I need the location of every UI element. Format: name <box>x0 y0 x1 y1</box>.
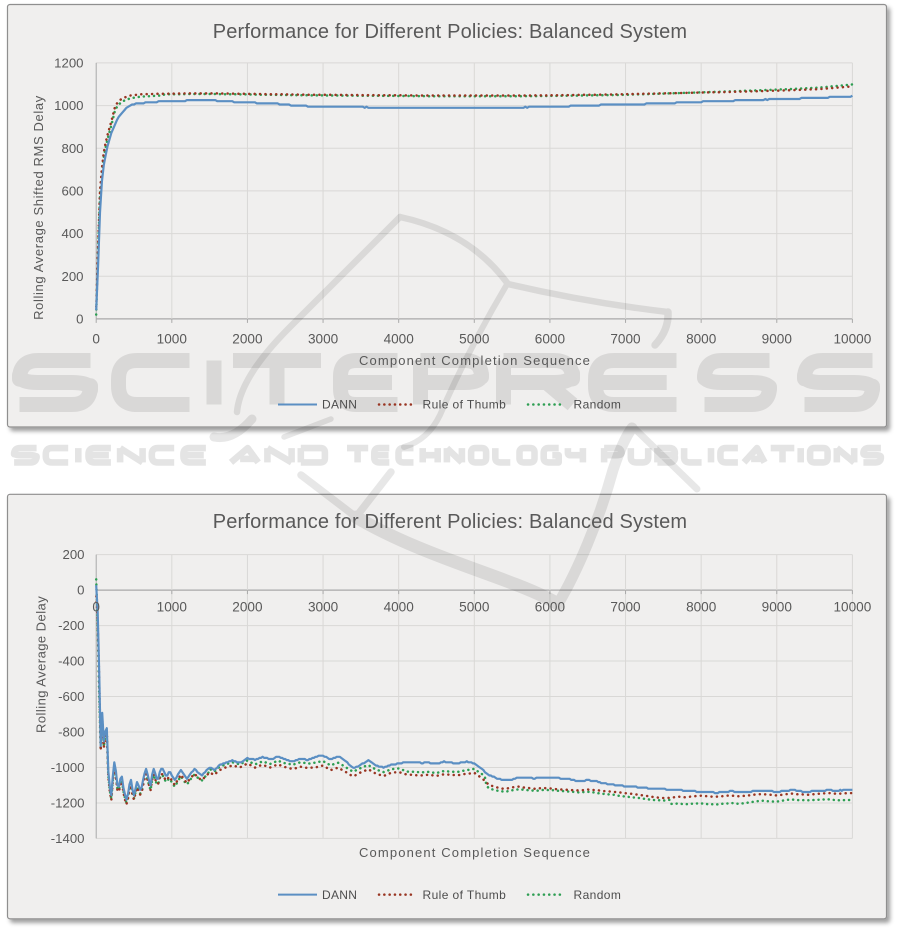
svg-text:5000: 5000 <box>459 600 490 615</box>
svg-text:Random: Random <box>574 888 622 902</box>
svg-text:-200: -200 <box>58 618 84 633</box>
svg-text:4000: 4000 <box>384 332 415 347</box>
svg-text:3000: 3000 <box>308 600 339 615</box>
svg-text:0: 0 <box>92 332 100 347</box>
svg-text:2000: 2000 <box>232 332 263 347</box>
svg-text:10000: 10000 <box>833 332 871 347</box>
svg-text:-400: -400 <box>58 654 84 669</box>
svg-text:-1400: -1400 <box>51 831 85 846</box>
svg-text:1000: 1000 <box>157 332 188 347</box>
svg-text:Rule of Thumb: Rule of Thumb <box>423 888 507 902</box>
svg-text:2000: 2000 <box>232 600 263 615</box>
svg-text:6000: 6000 <box>535 600 566 615</box>
svg-text:Rule of Thumb: Rule of Thumb <box>423 398 507 412</box>
svg-text:4000: 4000 <box>384 600 415 615</box>
svg-text:7000: 7000 <box>610 332 641 347</box>
svg-text:-1200: -1200 <box>51 796 85 811</box>
svg-text:DANN: DANN <box>322 398 357 412</box>
svg-text:DANN: DANN <box>322 888 357 902</box>
svg-text:0: 0 <box>92 600 100 615</box>
svg-text:0: 0 <box>77 583 84 598</box>
svg-text:-600: -600 <box>58 689 84 704</box>
svg-text:600: 600 <box>61 184 83 199</box>
svg-text:6000: 6000 <box>535 332 566 347</box>
svg-text:9000: 9000 <box>762 600 793 615</box>
svg-text:-800: -800 <box>58 725 84 740</box>
svg-text:8000: 8000 <box>686 332 717 347</box>
svg-text:Component Completion Sequence: Component Completion Sequence <box>359 353 591 368</box>
svg-text:0: 0 <box>76 312 83 327</box>
svg-text:Performance for Different Poli: Performance for Different Policies: Bala… <box>213 21 688 43</box>
svg-text:Rolling Average Shifted RMS De: Rolling Average Shifted RMS Delay <box>31 95 46 320</box>
svg-text:8000: 8000 <box>686 600 717 615</box>
svg-text:1200: 1200 <box>54 56 83 71</box>
svg-text:7000: 7000 <box>610 600 641 615</box>
svg-text:5000: 5000 <box>459 332 490 347</box>
svg-text:10000: 10000 <box>833 600 871 615</box>
svg-text:Component Completion Sequence: Component Completion Sequence <box>359 845 591 860</box>
svg-text:800: 800 <box>61 141 83 156</box>
svg-text:3000: 3000 <box>308 332 339 347</box>
svg-text:1000: 1000 <box>157 600 188 615</box>
svg-text:200: 200 <box>61 269 83 284</box>
svg-text:1000: 1000 <box>54 98 83 113</box>
svg-text:Random: Random <box>574 398 622 412</box>
svg-text:400: 400 <box>61 226 83 241</box>
svg-text:Performance for Different Poli: Performance for Different Policies: Bala… <box>213 511 688 533</box>
svg-text:200: 200 <box>62 547 84 562</box>
svg-text:-1000: -1000 <box>51 760 85 775</box>
svg-text:Rolling Average Delay: Rolling Average Delay <box>34 596 49 733</box>
svg-text:9000: 9000 <box>762 332 793 347</box>
